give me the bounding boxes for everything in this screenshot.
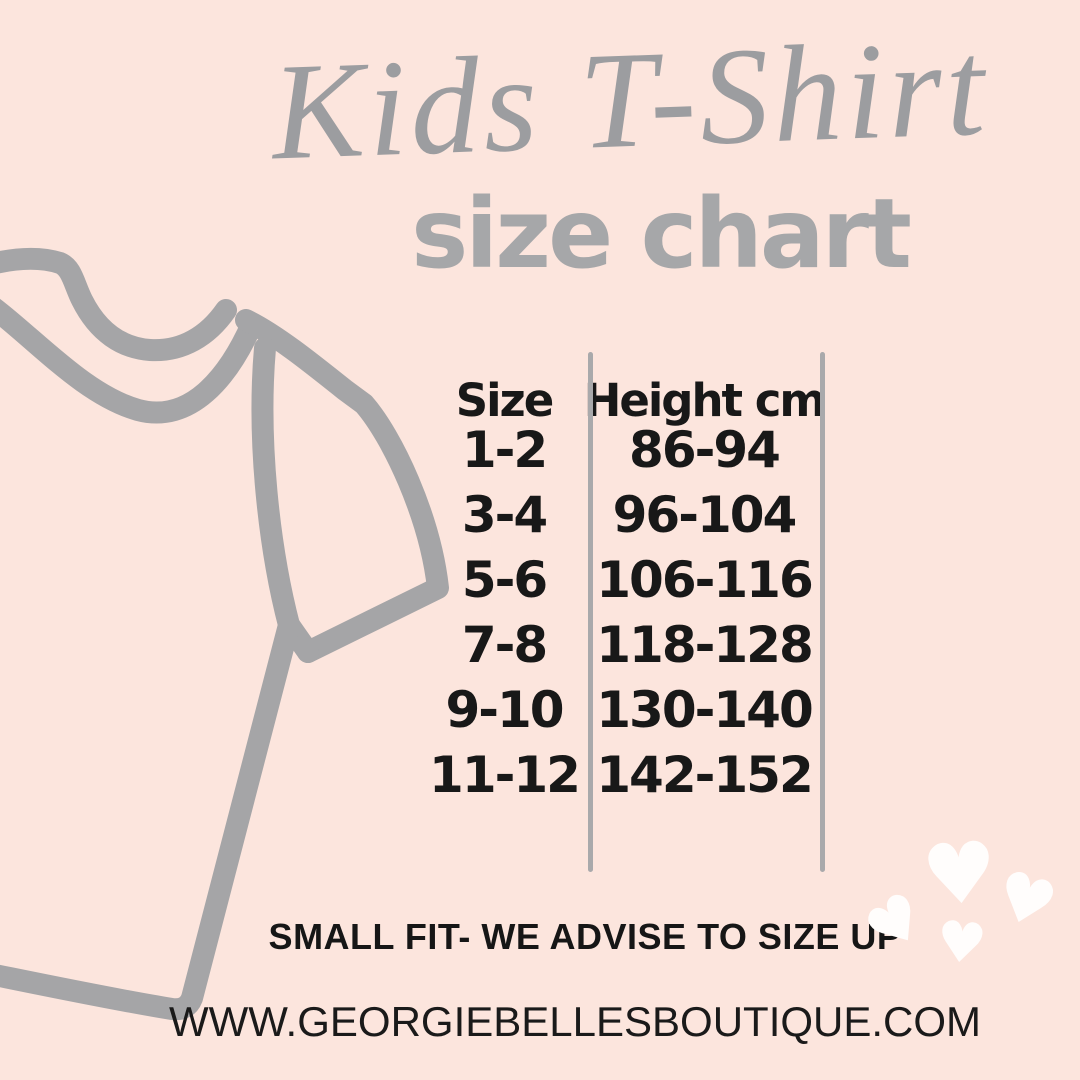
column-header-size: Size (455, 373, 555, 427)
page-title-script: Kids T-Shirt (269, 10, 991, 189)
heart-icon: ♥ (985, 854, 1066, 947)
page-title-bold: size chart (411, 178, 912, 290)
size-cell: 1-2 (461, 420, 548, 479)
heart-icon: ♥ (932, 908, 990, 979)
table-divider-line (588, 352, 593, 872)
size-cell: 7-8 (461, 615, 548, 674)
height-cell: 118-128 (596, 615, 814, 674)
table-divider-line (820, 352, 825, 872)
size-cell: 3-4 (461, 485, 548, 544)
size-cell: 11-12 (429, 745, 581, 804)
website-url: WWW.GEORGIEBELLESBOUTIQUE.COM (168, 998, 982, 1045)
height-cell: 106-116 (596, 550, 814, 609)
size-table: Size Height cm 1-2 86-94 3-4 96-104 5-6 … (420, 352, 827, 807)
heart-icon: ♥ (918, 822, 1001, 926)
height-cell: 96-104 (612, 485, 798, 544)
fit-note: SMALL FIT- WE ADVISE TO SIZE UP (268, 916, 902, 957)
size-cell: 5-6 (461, 550, 548, 609)
column-header-height: Height cm (583, 373, 827, 427)
height-cell: 86-94 (629, 420, 781, 479)
size-cell: 9-10 (445, 680, 564, 739)
height-cell: 142-152 (596, 745, 814, 804)
height-cell: 130-140 (596, 680, 814, 739)
